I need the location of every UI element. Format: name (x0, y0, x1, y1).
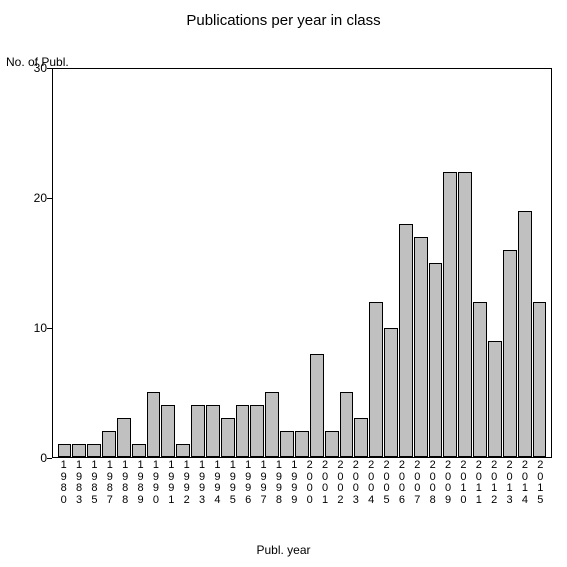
y-tick-mark (47, 458, 52, 459)
bar (399, 224, 413, 457)
x-tick-label: 1996 (241, 460, 256, 506)
x-tick-label: 2013 (502, 460, 517, 506)
x-tick-label: 1991 (164, 460, 179, 506)
x-labels-wrap: 1980198319851987198819891990199119921993… (52, 460, 552, 506)
x-tick-label: 2005 (379, 460, 394, 506)
bar (58, 444, 72, 457)
x-tick-label: 1990 (148, 460, 163, 506)
plot-area (52, 68, 552, 458)
bar (310, 354, 324, 457)
x-tick-label: 2004 (364, 460, 379, 506)
x-tick-label: 1999 (287, 460, 302, 506)
bar (236, 405, 250, 457)
bar (354, 418, 368, 457)
bar (176, 444, 190, 457)
bar (325, 431, 339, 457)
x-tick-label: 1994 (210, 460, 225, 506)
x-tick-label: 2001 (317, 460, 332, 506)
x-tick-label: 1985 (87, 460, 102, 506)
bar (414, 237, 428, 457)
chart-title: Publications per year in class (0, 12, 567, 29)
bar (72, 444, 86, 457)
x-tick-label: 2012 (487, 460, 502, 506)
x-axis-label: Publ. year (0, 543, 567, 557)
x-tick-label: 1989 (133, 460, 148, 506)
bar (265, 392, 279, 457)
bar (87, 444, 101, 457)
bar (206, 405, 220, 457)
x-tick-label: 1987 (102, 460, 117, 506)
bar (117, 418, 131, 457)
bar (102, 431, 116, 457)
bar (384, 328, 398, 457)
x-tick-label: 1993 (194, 460, 209, 506)
bar (503, 250, 517, 457)
bar (295, 431, 309, 457)
y-tick-label: 0 (40, 451, 47, 465)
bars-wrap (53, 69, 551, 457)
x-tick-label: 1983 (71, 460, 86, 506)
x-tick-label: 1995 (225, 460, 240, 506)
x-tick-label: 2006 (394, 460, 409, 506)
bar (488, 341, 502, 457)
x-tick-label: 2007 (410, 460, 425, 506)
x-tick-label: 1980 (56, 460, 71, 506)
y-tick-label: 30 (34, 61, 47, 75)
x-tick-label: 2009 (440, 460, 455, 506)
x-tick-label: 2010 (456, 460, 471, 506)
bar (280, 431, 294, 457)
x-tick-label: 1992 (179, 460, 194, 506)
x-tick-label: 2015 (533, 460, 548, 506)
y-tick-label: 10 (34, 321, 47, 335)
x-tick-label: 1997 (256, 460, 271, 506)
y-tick-label: 20 (34, 191, 47, 205)
x-tick-label: 1988 (118, 460, 133, 506)
bar (250, 405, 264, 457)
bar (458, 172, 472, 457)
bar (147, 392, 161, 457)
bar (132, 444, 146, 457)
x-tick-label: 2002 (333, 460, 348, 506)
bar (221, 418, 235, 457)
bar (533, 302, 547, 457)
bar (518, 211, 532, 457)
bar (161, 405, 175, 457)
x-tick-label: 1998 (271, 460, 286, 506)
bar (191, 405, 205, 457)
x-tick-label: 2014 (517, 460, 532, 506)
x-tick-label: 2003 (348, 460, 363, 506)
bar (369, 302, 383, 457)
chart-container: Publications per year in class No. of Pu… (0, 0, 567, 567)
bar (443, 172, 457, 457)
x-tick-label: 2008 (425, 460, 440, 506)
bar (473, 302, 487, 457)
x-tick-label: 2011 (471, 460, 486, 506)
bar (340, 392, 354, 457)
x-tick-label: 2000 (302, 460, 317, 506)
bar (429, 263, 443, 457)
